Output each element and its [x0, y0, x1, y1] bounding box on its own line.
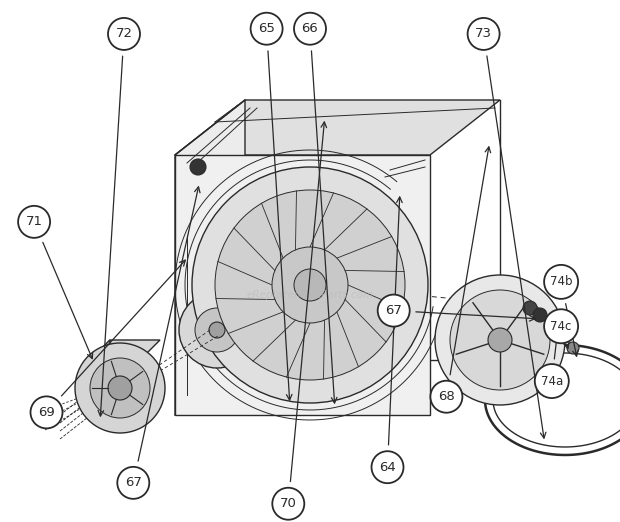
Circle shape [533, 308, 547, 322]
Text: 67: 67 [385, 304, 402, 317]
Circle shape [535, 364, 569, 398]
Circle shape [523, 301, 537, 315]
Circle shape [30, 396, 63, 429]
Text: 64: 64 [379, 461, 396, 473]
Polygon shape [175, 100, 245, 415]
Circle shape [544, 309, 578, 343]
Circle shape [192, 167, 428, 403]
Polygon shape [175, 155, 430, 415]
Circle shape [435, 275, 565, 405]
Text: 74c: 74c [551, 320, 572, 333]
Circle shape [488, 328, 512, 352]
Polygon shape [95, 355, 145, 395]
Polygon shape [95, 340, 160, 355]
Circle shape [75, 343, 165, 433]
Circle shape [294, 13, 326, 45]
Circle shape [378, 294, 410, 327]
Circle shape [215, 190, 405, 380]
Circle shape [544, 265, 578, 299]
Text: 69: 69 [38, 406, 55, 419]
Circle shape [450, 290, 550, 390]
Circle shape [430, 381, 463, 413]
Text: 66: 66 [301, 22, 319, 35]
Circle shape [294, 269, 326, 301]
Circle shape [90, 358, 150, 418]
Polygon shape [175, 100, 500, 155]
Circle shape [567, 342, 579, 354]
Circle shape [108, 18, 140, 50]
Circle shape [195, 308, 239, 352]
Text: 74b: 74b [550, 276, 572, 288]
Text: eReplacementParts.com: eReplacementParts.com [246, 290, 374, 300]
Text: 72: 72 [115, 28, 133, 40]
Circle shape [179, 292, 255, 368]
Circle shape [108, 376, 132, 400]
Circle shape [209, 322, 225, 338]
Circle shape [190, 159, 206, 175]
Circle shape [272, 247, 348, 323]
Text: 70: 70 [280, 497, 297, 510]
Circle shape [371, 451, 404, 483]
Polygon shape [95, 340, 110, 395]
Text: 68: 68 [438, 390, 455, 403]
Text: 67: 67 [125, 477, 142, 489]
Circle shape [272, 488, 304, 520]
Text: 65: 65 [258, 22, 275, 35]
Circle shape [467, 18, 500, 50]
Text: 71: 71 [25, 216, 43, 228]
Circle shape [117, 467, 149, 499]
Circle shape [250, 13, 283, 45]
Circle shape [18, 206, 50, 238]
Text: 73: 73 [475, 28, 492, 40]
Text: 74a: 74a [541, 375, 563, 387]
